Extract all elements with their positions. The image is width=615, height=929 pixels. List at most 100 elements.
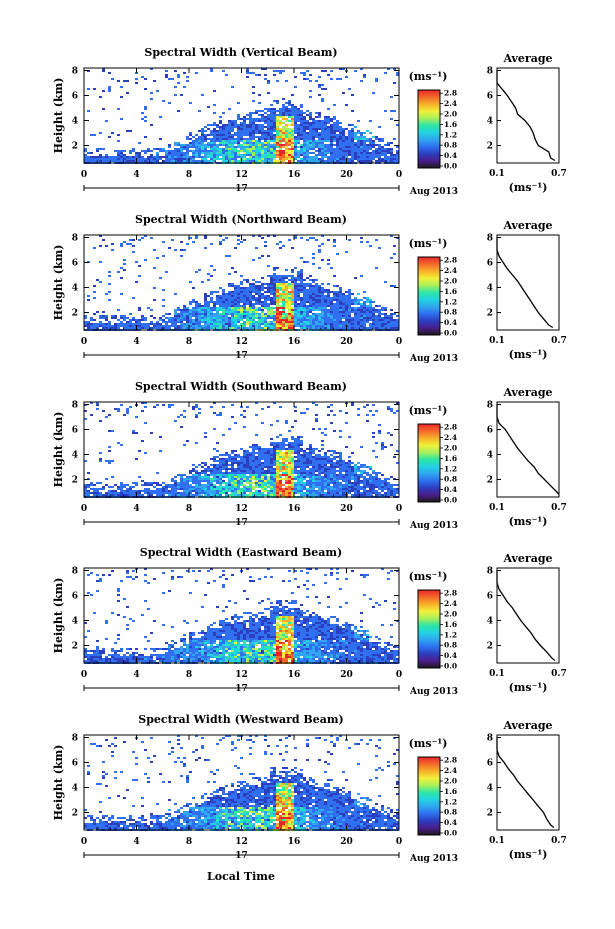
heatmap-cell — [162, 150, 165, 152]
heatmap-cell — [267, 235, 270, 237]
heatmap-cell — [252, 146, 255, 148]
heatmap-cell — [354, 148, 357, 150]
heatmap-cell — [138, 319, 141, 321]
heatmap-cell — [285, 319, 288, 321]
heatmap-cell — [123, 158, 126, 160]
heatmap-cell — [228, 490, 231, 492]
heatmap-cell — [276, 436, 279, 438]
heatmap-cell — [315, 490, 318, 492]
heatmap-cell — [321, 323, 324, 325]
heatmap-cell — [120, 494, 123, 496]
heatmap-cell — [141, 494, 144, 496]
heatmap-cell — [318, 116, 321, 118]
heatmap-cell — [360, 150, 363, 152]
heatmap-cell — [294, 462, 297, 464]
panel-title: Spectral Width (Northward Beam) — [135, 213, 347, 226]
heatmap-cell — [267, 255, 270, 257]
heatmap-cell — [237, 303, 240, 305]
heatmap-cell — [309, 492, 312, 494]
heatmap-cell — [300, 299, 303, 301]
heatmap-cell — [234, 301, 237, 303]
heatmap-cell — [333, 152, 336, 154]
heatmap-cell — [129, 494, 132, 496]
heatmap-cell — [303, 305, 306, 307]
heatmap-cell — [381, 160, 384, 162]
heatmap-cell — [165, 327, 168, 329]
heatmap-cell — [126, 494, 129, 496]
heatmap-cell — [321, 146, 324, 148]
heatmap-cell — [144, 317, 147, 319]
heatmap-cell — [201, 130, 204, 132]
heatmap-cell — [240, 484, 243, 486]
heatmap-cell — [252, 138, 255, 140]
heatmap-cell — [294, 456, 297, 458]
heatmap-cell — [90, 160, 93, 162]
heatmap-cell — [279, 120, 282, 122]
heatmap-cell — [264, 462, 267, 464]
heatmap-cell — [354, 323, 357, 325]
heatmap-cell — [342, 325, 345, 327]
heatmap-cell — [84, 460, 87, 462]
heatmap-cell — [195, 480, 198, 482]
heatmap-cell — [267, 128, 270, 130]
heatmap-cell — [339, 297, 342, 299]
heatmap-cell — [297, 293, 300, 295]
heatmap-cell — [243, 472, 246, 474]
heatmap-cell — [339, 319, 342, 321]
heatmap-cell — [384, 152, 387, 154]
heatmap-cell — [222, 152, 225, 154]
heatmap-cell — [195, 235, 198, 237]
heatmap-cell — [351, 325, 354, 327]
heatmap-cell — [321, 150, 324, 152]
heatmap-cell — [330, 152, 333, 154]
heatmap-cell — [306, 456, 309, 458]
heatmap-cell — [234, 138, 237, 140]
heatmap-cell — [369, 156, 372, 158]
heatmap-cell — [207, 317, 210, 319]
heatmap-cell — [249, 470, 252, 472]
heatmap-cell — [279, 112, 282, 114]
heatmap-cell — [243, 287, 246, 289]
heatmap-cell — [345, 307, 348, 309]
heatmap-cell — [348, 325, 351, 327]
heatmap-cell — [309, 307, 312, 309]
heatmap-cell — [219, 321, 222, 323]
heatmap-cell — [177, 158, 180, 160]
heatmap-cell — [168, 404, 171, 406]
heatmap-cell — [258, 472, 261, 474]
heatmap-cell — [213, 104, 216, 106]
heatmap-cell — [252, 472, 255, 474]
heatmap-cell — [222, 323, 225, 325]
heatmap-cell — [195, 416, 198, 418]
heatmap-cell — [291, 486, 294, 488]
colorbar-tick-label: 1.6 — [444, 120, 457, 129]
heatmap-cell — [231, 305, 234, 307]
heatmap-cell — [258, 152, 261, 154]
heatmap-cell — [276, 243, 279, 245]
heatmap-cell — [351, 94, 354, 96]
heatmap-cell — [348, 293, 351, 295]
heatmap-cell — [300, 106, 303, 108]
heatmap-cell — [360, 136, 363, 138]
heatmap-cell — [312, 146, 315, 148]
heatmap-cell — [330, 132, 333, 134]
heatmap-cell — [216, 442, 219, 444]
heatmap-cell — [183, 313, 186, 315]
heatmap-cell — [225, 494, 228, 496]
heatmap-cell — [99, 261, 102, 263]
heatmap-cell — [174, 313, 177, 315]
heatmap-cell — [186, 327, 189, 329]
heatmap-cell — [129, 160, 132, 162]
heatmap-cell — [123, 241, 126, 243]
heatmap-cell — [111, 249, 114, 251]
heatmap-cell — [252, 297, 255, 299]
heatmap-cell — [195, 321, 198, 323]
heatmap-cell — [228, 273, 231, 275]
heatmap-cell — [105, 315, 108, 317]
heatmap-cell — [225, 476, 228, 478]
heatmap-cell — [306, 128, 309, 130]
heatmap-cell — [174, 150, 177, 152]
heatmap-cell — [219, 484, 222, 486]
heatmap-cell — [279, 285, 282, 287]
heatmap-cell — [96, 156, 99, 158]
